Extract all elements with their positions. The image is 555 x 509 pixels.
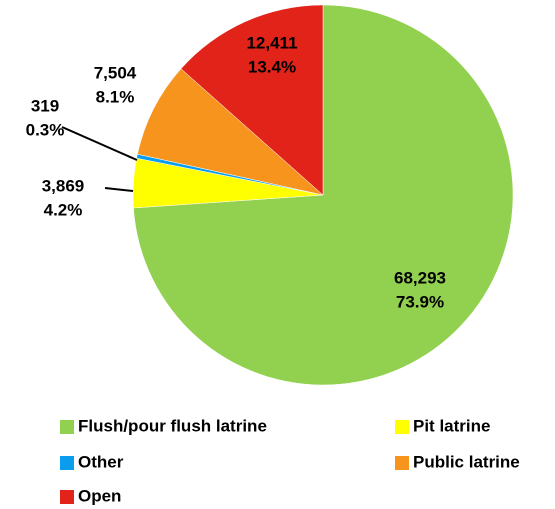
legend-swatch bbox=[60, 420, 74, 434]
legend-label: Public latrine bbox=[413, 452, 520, 471]
value-label: 68,293 bbox=[394, 268, 446, 287]
value-label: 3,869 bbox=[42, 176, 85, 195]
leader-line bbox=[104, 187, 134, 192]
leader-line bbox=[61, 126, 138, 161]
legend-label: Other bbox=[78, 452, 124, 471]
legend-swatch bbox=[60, 456, 74, 470]
value-label: 7,504 bbox=[94, 63, 137, 82]
percent-label: 13.4% bbox=[248, 57, 296, 76]
legend-label: Pit latrine bbox=[413, 416, 490, 435]
percent-label: 4.2% bbox=[44, 200, 83, 219]
legend-label: Flush/pour flush latrine bbox=[78, 416, 267, 435]
percent-label: 8.1% bbox=[96, 87, 135, 106]
percent-label: 73.9% bbox=[396, 292, 444, 311]
legend-swatch bbox=[395, 420, 409, 434]
pie-slice bbox=[137, 68, 324, 196]
pie-slice bbox=[180, 4, 324, 196]
percent-label: 0.3% bbox=[26, 120, 65, 139]
legend-label: Open bbox=[78, 486, 121, 505]
legend-swatch bbox=[60, 490, 74, 504]
value-label: 12,411 bbox=[246, 33, 297, 52]
legend-swatch bbox=[395, 456, 409, 470]
value-label: 319 bbox=[31, 96, 59, 115]
